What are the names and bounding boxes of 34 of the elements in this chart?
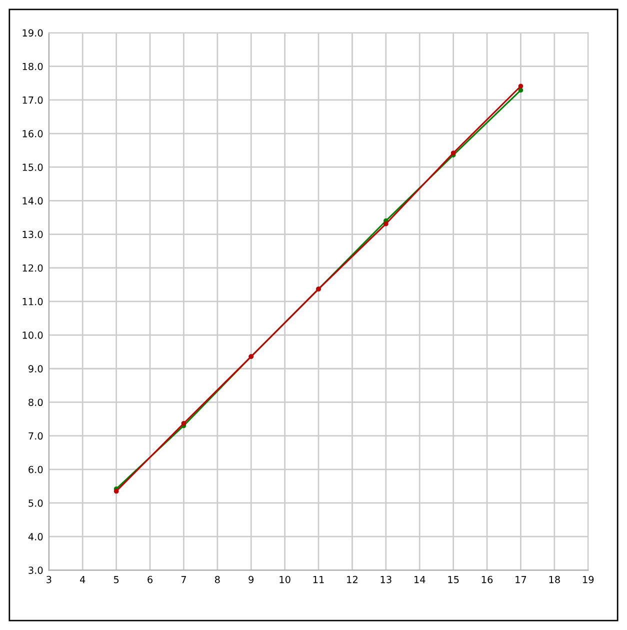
- y-tick-label: 3.0: [28, 566, 43, 574]
- y-tick-label: 17.0: [22, 96, 43, 104]
- x-tick-label: 7: [181, 576, 186, 584]
- y-tick-label: 18.0: [22, 62, 43, 70]
- x-tick-label: 19: [583, 576, 594, 584]
- y-tick-label: 9.0: [28, 365, 43, 372]
- x-tick-label: 18: [549, 576, 560, 584]
- x-tick-label: 15: [448, 576, 459, 584]
- y-tick-label: 15.0: [22, 164, 43, 171]
- x-tick-label: 17: [516, 576, 526, 584]
- x-tick-label: 3: [46, 576, 52, 584]
- y-tick-label: 10.0: [22, 332, 43, 339]
- x-tick-label: 12: [347, 576, 358, 584]
- x-tick-label: 14: [414, 576, 426, 584]
- y-tick-label: 19.0: [22, 29, 43, 37]
- x-tick-label: 4: [80, 576, 86, 584]
- y-tick-label: 11.0: [22, 298, 43, 306]
- x-tick-label: 16: [482, 576, 493, 584]
- y-tick-label: 8.0: [28, 398, 43, 406]
- x-tick-label: 13: [380, 576, 392, 584]
- x-tick-label: 8: [214, 576, 220, 584]
- y-tick-label: 13.0: [22, 230, 43, 238]
- y-tick-label: 7.0: [28, 432, 43, 440]
- x-tick-label: 5: [114, 576, 119, 584]
- x-tick-label: 9: [248, 576, 254, 584]
- x-tick-label: 11: [313, 576, 324, 584]
- y-tick-label: 6.0: [28, 466, 43, 474]
- y-tick-label: 12.0: [22, 264, 43, 272]
- x-tick-label: 10: [280, 576, 290, 584]
- x-tick-label: 6: [148, 576, 152, 584]
- y-tick-label: 16.0: [22, 130, 43, 138]
- y-tick-label: 5.0: [28, 499, 43, 507]
- y-tick-label: 4.0: [28, 533, 43, 540]
- y-tick-label: 14.0: [22, 197, 43, 205]
